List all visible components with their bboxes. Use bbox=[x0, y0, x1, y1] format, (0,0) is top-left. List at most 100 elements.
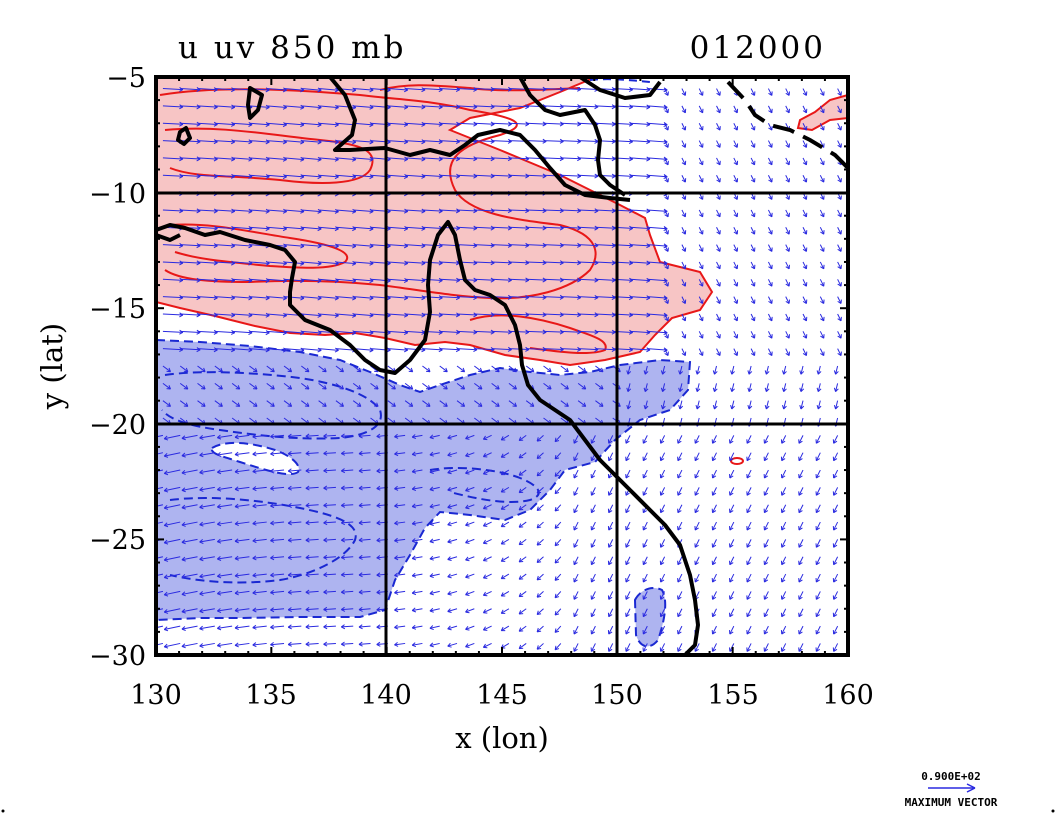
wind-vector-head bbox=[358, 624, 363, 630]
wind-vector bbox=[750, 296, 756, 304]
wind-vector bbox=[474, 105, 495, 108]
wind-vector-head bbox=[716, 316, 721, 322]
wind-vector-head bbox=[729, 578, 734, 583]
wind-vector-head bbox=[659, 560, 665, 566]
wind-vector bbox=[252, 642, 267, 646]
wind-vector bbox=[301, 400, 310, 407]
wind-vector-head bbox=[394, 624, 399, 630]
wind-vector bbox=[412, 521, 423, 525]
wind-vector bbox=[729, 539, 735, 548]
wind-vector-head bbox=[746, 543, 751, 548]
wind-vector bbox=[508, 330, 529, 333]
wind-vector bbox=[197, 382, 206, 390]
wind-vector-head bbox=[394, 520, 399, 526]
wind-vector bbox=[716, 209, 721, 218]
wind-vector bbox=[733, 313, 738, 322]
wind-vector-head bbox=[429, 521, 434, 527]
wind-vector bbox=[301, 105, 322, 109]
wind-vector bbox=[500, 538, 510, 545]
wind-vector bbox=[525, 365, 535, 373]
wind-vector-head bbox=[782, 404, 787, 410]
wind-vector-head bbox=[820, 178, 825, 183]
wind-vector-head bbox=[339, 367, 344, 373]
wind-vector bbox=[156, 642, 164, 646]
wind-vector-head bbox=[554, 628, 560, 633]
wind-vector bbox=[696, 400, 700, 410]
wind-vector-head bbox=[750, 195, 756, 200]
wind-vector-head bbox=[234, 434, 239, 440]
wind-vector bbox=[429, 556, 440, 560]
wind-vector-head bbox=[729, 508, 734, 514]
wind-vector bbox=[252, 573, 267, 577]
wind-vector-head bbox=[376, 433, 381, 439]
wind-vector-head bbox=[802, 126, 808, 131]
wind-vector bbox=[358, 538, 371, 541]
wind-vector bbox=[642, 521, 648, 531]
wind-vector bbox=[249, 313, 270, 317]
wind-vector-head bbox=[763, 630, 769, 635]
wind-vector bbox=[712, 608, 717, 617]
wind-vector-head bbox=[252, 555, 257, 561]
wind-vector-head bbox=[252, 503, 257, 509]
wind-vector bbox=[456, 330, 478, 333]
wind-vector bbox=[180, 88, 201, 91]
wind-vector-head bbox=[495, 367, 500, 373]
wind-vector bbox=[318, 296, 339, 299]
wind-vector-head bbox=[815, 578, 820, 583]
wind-vector-head bbox=[217, 452, 222, 457]
wind-vector bbox=[387, 296, 408, 299]
wind-vector-head bbox=[642, 473, 647, 479]
wind-vector bbox=[746, 556, 752, 565]
wind-vector bbox=[833, 435, 839, 444]
wind-vector bbox=[217, 504, 233, 508]
wind-vector-head bbox=[607, 647, 613, 652]
wind-vector bbox=[625, 539, 631, 548]
wind-vector bbox=[358, 590, 371, 593]
wind-vector bbox=[232, 174, 253, 178]
wind-vector-head bbox=[746, 630, 751, 635]
wind-vector-head bbox=[746, 439, 751, 444]
wind-vector-head bbox=[768, 264, 773, 270]
wind-vector bbox=[288, 608, 302, 611]
wind-vector bbox=[197, 122, 218, 125]
wind-vector bbox=[301, 365, 310, 373]
wind-vector-head bbox=[408, 367, 414, 373]
wind-vector bbox=[465, 642, 475, 648]
wind-vector bbox=[197, 296, 218, 299]
wind-vector-head bbox=[699, 143, 704, 148]
wind-vector-head bbox=[659, 612, 665, 618]
wind-vector-head bbox=[711, 595, 717, 600]
wind-vector-head bbox=[218, 367, 223, 373]
wind-vector bbox=[164, 642, 181, 648]
wind-vector-head bbox=[358, 520, 363, 526]
wind-vector bbox=[422, 88, 443, 91]
wind-vector bbox=[270, 486, 285, 490]
wind-vector bbox=[815, 521, 821, 531]
wind-vector bbox=[681, 279, 686, 287]
wind-vector-head bbox=[287, 607, 292, 613]
wind-vector-head bbox=[780, 491, 786, 496]
wind-vector bbox=[270, 573, 285, 576]
wind-vector-head bbox=[664, 316, 669, 322]
x-tick-label: 150 bbox=[591, 680, 643, 711]
wind-vector bbox=[162, 122, 183, 125]
wind-vector-head bbox=[815, 491, 820, 496]
wind-vector bbox=[318, 278, 339, 282]
wind-vector bbox=[180, 278, 201, 281]
wind-vector bbox=[500, 504, 510, 510]
wind-vector-head bbox=[252, 486, 257, 492]
wind-vector-head bbox=[512, 385, 517, 390]
wind-vector-head bbox=[270, 555, 275, 561]
wind-vector-head bbox=[573, 595, 578, 600]
wind-vector bbox=[335, 313, 356, 317]
wind-vector-head bbox=[287, 572, 292, 578]
wind-vector bbox=[785, 261, 790, 270]
wind-vector bbox=[217, 521, 233, 525]
wind-vector bbox=[217, 452, 233, 456]
wind-vector bbox=[179, 400, 189, 407]
wind-vector-head bbox=[677, 612, 682, 618]
wind-vector bbox=[387, 122, 408, 126]
wind-vector bbox=[733, 244, 738, 252]
wind-vector bbox=[554, 539, 562, 547]
wind-vector bbox=[474, 122, 495, 125]
